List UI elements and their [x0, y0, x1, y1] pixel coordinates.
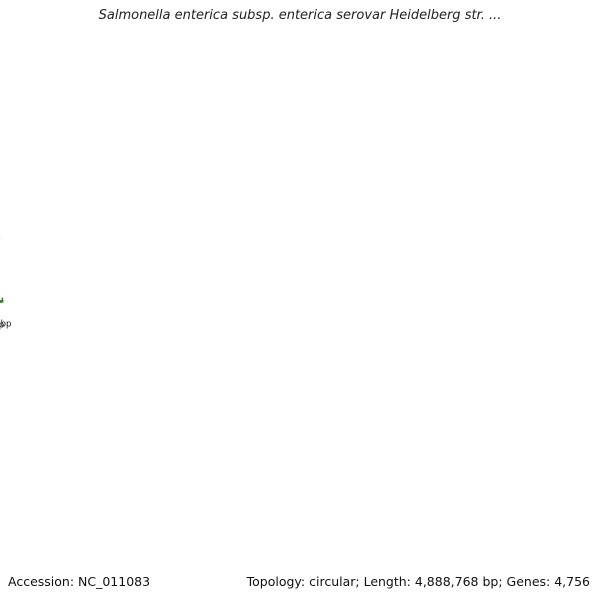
accession-text: Accession: NC_011083: [8, 574, 151, 589]
kbp-label-155: 155 kbp: [0, 320, 11, 330]
map-title: Salmonella enterica subsp. enterica sero…: [98, 8, 502, 23]
topology-text: Topology: circular; Length: 4,888,768 bp…: [246, 574, 590, 589]
kbp-tick: [1, 297, 4, 303]
kbp-label-154: 154 kbp: [0, 320, 4, 330]
